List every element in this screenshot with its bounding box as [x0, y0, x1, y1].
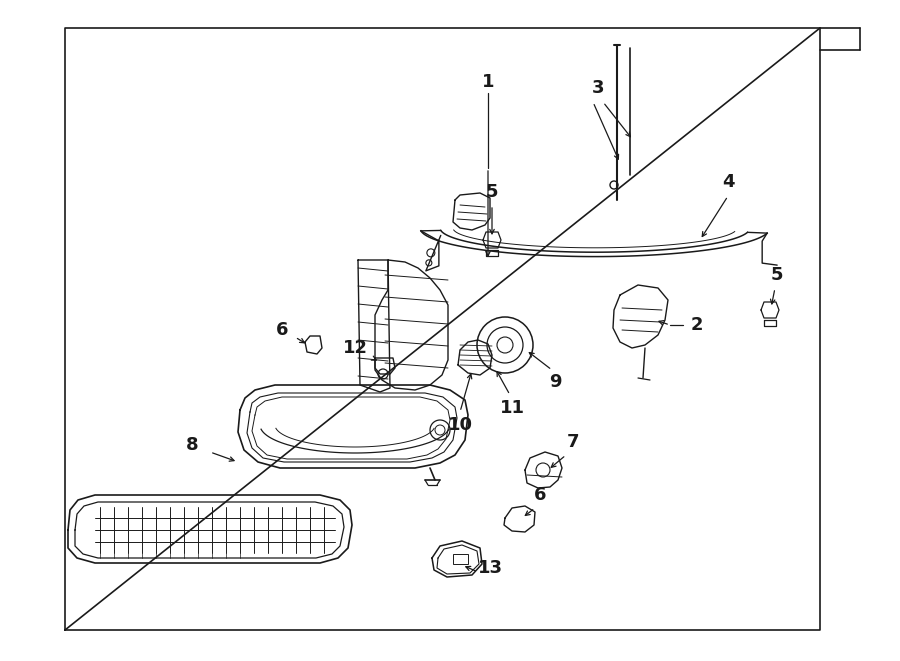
Text: 8: 8 [185, 436, 198, 454]
Text: 1: 1 [482, 73, 494, 91]
Text: 12: 12 [343, 339, 367, 357]
Bar [453, 554, 468, 564]
Text: 11: 11 [500, 399, 525, 417]
Text: 9: 9 [549, 373, 562, 391]
Text: 10: 10 [447, 416, 473, 434]
Text: 2: 2 [691, 316, 703, 334]
Text: 3: 3 [592, 79, 604, 97]
Text: 13: 13 [478, 559, 502, 577]
Text: 7: 7 [567, 433, 580, 451]
Text: 5: 5 [770, 266, 783, 284]
Text: 5: 5 [486, 183, 499, 201]
Text: 6: 6 [534, 486, 546, 504]
Text: 6: 6 [275, 321, 288, 339]
Text: 4: 4 [722, 173, 734, 191]
